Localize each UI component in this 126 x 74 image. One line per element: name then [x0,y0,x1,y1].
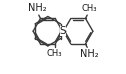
Text: NH₂: NH₂ [28,3,46,13]
Text: S: S [60,26,66,36]
Text: S: S [60,26,66,36]
Text: CH₃: CH₃ [81,4,97,13]
Text: NH₂: NH₂ [80,49,98,59]
Text: CH₃: CH₃ [47,49,62,58]
